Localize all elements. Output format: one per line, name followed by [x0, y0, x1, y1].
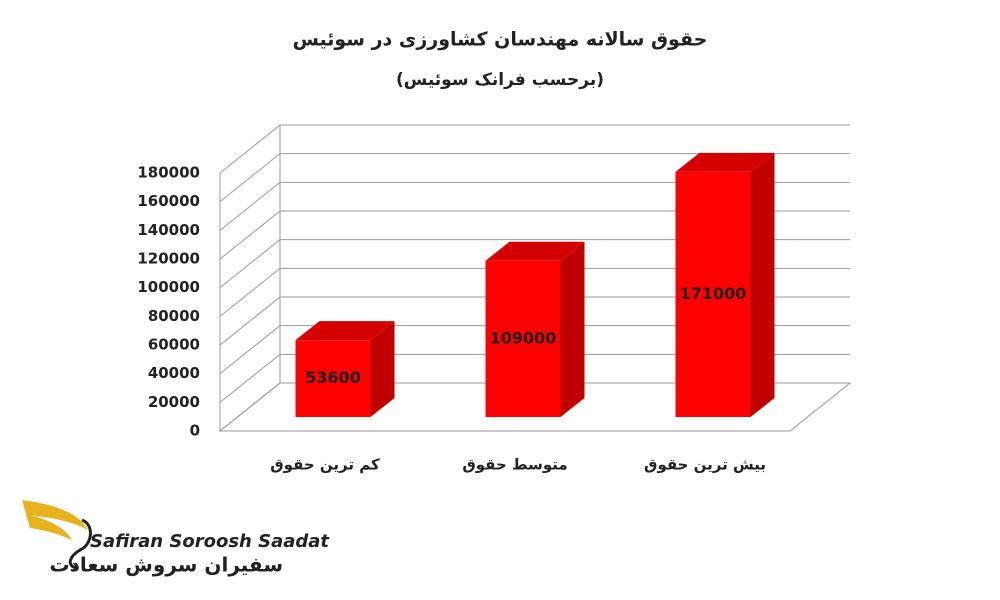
chart-subtitle: (برحسب فرانک سوئیس)	[396, 70, 604, 90]
grid-line	[219, 181, 850, 231]
logo-bird	[68, 518, 92, 570]
y-tick-label: 120000	[137, 250, 200, 268]
bar-top	[295, 321, 395, 341]
value-label: 53600	[305, 368, 361, 387]
y-tick-label: 140000	[137, 221, 200, 239]
grid-line	[219, 239, 850, 289]
value-label: 171000	[680, 284, 747, 303]
logo-name-fa: سفیران سروش سعادت	[50, 553, 284, 577]
y-tick-label: 80000	[148, 307, 200, 325]
chart-title: حقوق سالانه مهندسان کشاورزی در سوئیس	[293, 29, 708, 51]
value-label: 109000	[490, 328, 557, 347]
bar-side	[750, 152, 775, 417]
x-tick-label: بیش ترین حقوق	[644, 456, 766, 474]
logo: Safiran Soroosh Saadat سفیران سروش سعادت	[22, 500, 330, 577]
grid-line	[219, 382, 850, 432]
bar	[295, 340, 371, 417]
grid-line	[219, 153, 850, 203]
logo-wing	[22, 500, 88, 540]
grid-line	[219, 124, 850, 174]
grid-line	[219, 210, 850, 260]
y-tick-label: 40000	[148, 364, 200, 382]
bar-side	[370, 321, 395, 417]
grid-line	[219, 325, 850, 375]
grid-line	[219, 353, 850, 403]
bar	[675, 171, 751, 417]
logo-name-en: Safiran Soroosh Saadat	[90, 531, 330, 552]
y-tick-label: 0	[190, 422, 200, 440]
grid-line	[219, 296, 850, 346]
x-tick-label: متوسط حقوق	[462, 456, 567, 474]
y-tick-label: 160000	[137, 192, 200, 210]
bar-side	[560, 241, 585, 417]
y-tick-label: 180000	[137, 164, 200, 182]
x-tick-label: کم ترین حقوق	[270, 456, 380, 474]
bar-top	[675, 152, 775, 172]
bar	[485, 260, 561, 417]
grid-line	[219, 267, 850, 317]
y-tick-label: 100000	[137, 278, 200, 296]
y-tick-label: 60000	[148, 336, 200, 354]
y-tick-label: 20000	[148, 393, 200, 411]
bar-top	[485, 241, 585, 261]
